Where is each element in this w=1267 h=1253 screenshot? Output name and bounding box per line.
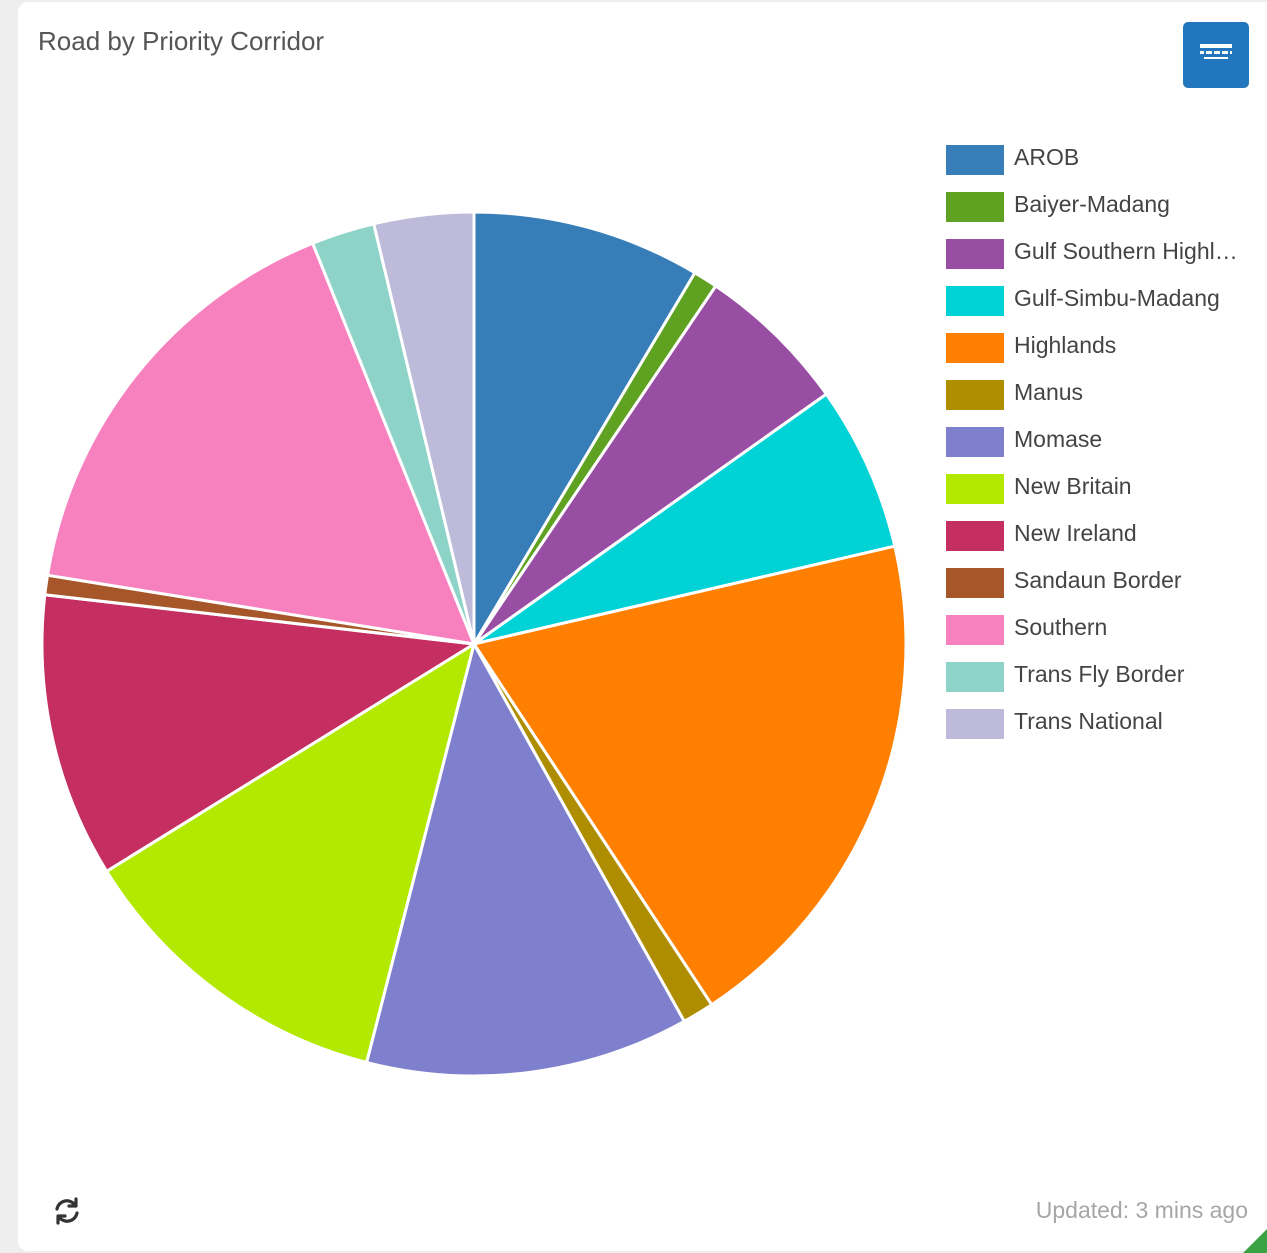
legend-swatch	[946, 521, 1004, 551]
legend-label: Trans National	[1014, 708, 1163, 734]
legend-swatch	[946, 662, 1004, 692]
pie-chart	[40, 210, 908, 1078]
refresh-icon	[55, 1197, 79, 1225]
widget-title: Road by Priority Corridor	[38, 26, 325, 56]
resize-corner[interactable]	[1243, 1229, 1267, 1253]
legend-item-new-britain[interactable]: New Britain	[946, 471, 1256, 505]
pie-slice-gulf-simbu-madang[interactable]	[472, 392, 897, 646]
legend-swatch	[946, 333, 1004, 363]
legend-item-baiyer-madang[interactable]: Baiyer-Madang	[946, 189, 1256, 223]
legend-swatch	[946, 709, 1004, 739]
legend-item-trans-national[interactable]: Trans National	[946, 706, 1256, 740]
legend-swatch	[946, 145, 1004, 175]
pie-slice-trans-national[interactable]	[372, 210, 476, 646]
table-icon	[1200, 44, 1232, 59]
legend-swatch	[946, 286, 1004, 316]
legend-swatch	[946, 615, 1004, 645]
pie-slice-highlands[interactable]	[472, 544, 908, 1007]
legend-label: Sandaun Border	[1014, 567, 1182, 593]
legend-label: Southern	[1014, 614, 1108, 640]
pie-slice-momase[interactable]	[365, 642, 686, 1078]
legend-item-highlands[interactable]: Highlands	[946, 330, 1256, 364]
legend-label: Manus	[1014, 379, 1084, 405]
legend-swatch	[946, 568, 1004, 598]
pie-slice-new-ireland[interactable]	[40, 593, 476, 873]
legend-label: Gulf Southern Highl…	[1014, 238, 1238, 264]
legend-item-sandaun-border[interactable]: Sandaun Border	[946, 565, 1256, 599]
legend-swatch	[946, 239, 1004, 269]
pie-slice-arob[interactable]	[472, 210, 697, 646]
legend-item-new-ireland[interactable]: New Ireland	[946, 518, 1256, 552]
legend-label: Baiyer-Madang	[1014, 191, 1170, 217]
legend-swatch	[946, 192, 1004, 222]
legend-swatch	[946, 380, 1004, 410]
legend-label: AROB	[1014, 144, 1080, 170]
chart-widget-card: Road by Priority Corridor AROB Baiyer-Mad…	[18, 2, 1267, 1251]
legend-item-manus[interactable]: Manus	[946, 377, 1256, 411]
legend-label: New Ireland	[1014, 520, 1137, 546]
pie-slice-southern[interactable]	[46, 241, 476, 646]
legend-item-gulf-simbu-madang[interactable]: Gulf-Simbu-Madang	[946, 283, 1256, 317]
legend-label: Highlands	[1014, 332, 1117, 358]
legend-item-arob[interactable]: AROB	[946, 142, 1256, 176]
legend-item-trans-fly-border[interactable]: Trans Fly Border	[946, 659, 1256, 693]
legend-swatch	[946, 427, 1004, 457]
legend-item-southern[interactable]: Southern	[946, 612, 1256, 646]
pie-slice-gulf-southern-highlands[interactable]	[472, 284, 828, 646]
legend-label: Trans Fly Border	[1014, 661, 1185, 687]
legend-label: Momase	[1014, 426, 1103, 452]
updated-timestamp: Updated: 3 mins ago	[1035, 1197, 1248, 1223]
legend-label: New Britain	[1014, 473, 1132, 499]
table-view-button[interactable]	[1183, 22, 1249, 88]
pie-slice-new-britain[interactable]	[105, 642, 476, 1064]
legend-swatch	[946, 474, 1004, 504]
legend-item-momase[interactable]: Momase	[946, 424, 1256, 458]
legend-item-gulf-southern-highlands[interactable]: Gulf Southern Highl…	[946, 236, 1256, 270]
legend-label: Gulf-Simbu-Madang	[1014, 285, 1220, 311]
refresh-button[interactable]	[50, 1194, 84, 1228]
